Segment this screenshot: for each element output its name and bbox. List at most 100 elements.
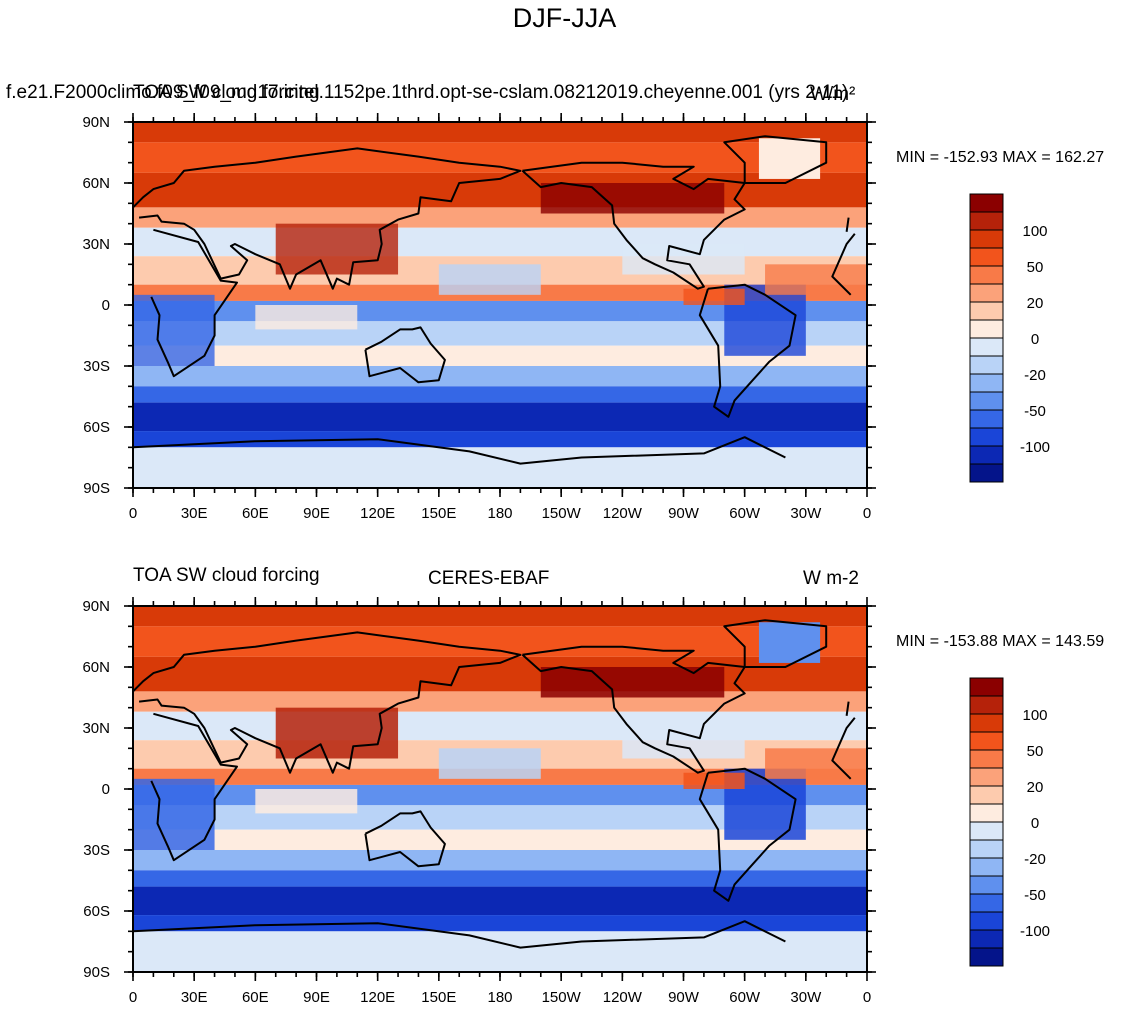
- coastline: [521, 645, 746, 774]
- colorbar-label: -50: [1024, 403, 1046, 420]
- colorbar-swatch: [969, 319, 1004, 339]
- colorbar-label: 20: [1027, 295, 1044, 312]
- colorbar-swatch: [969, 803, 1004, 823]
- y-tick-label: 90S: [83, 964, 110, 981]
- field-band: [133, 386, 867, 403]
- x-tick-label: 180: [487, 989, 512, 1006]
- y-tick-label: 60S: [83, 419, 110, 436]
- field-patch: [275, 707, 399, 759]
- coastline: [132, 147, 850, 290]
- panel-model-variable-title: TOA SW cloud forcing: [133, 82, 320, 103]
- field-band: [133, 691, 867, 712]
- colorbar-label: 0: [1031, 815, 1039, 832]
- colorbar-swatch: [969, 265, 1004, 285]
- x-tick-label: 0: [129, 505, 137, 522]
- colorbar-label: -20: [1024, 851, 1046, 868]
- colorbar-swatch: [969, 337, 1004, 357]
- x-tick-label: 90W: [668, 505, 700, 522]
- tick-group: [124, 597, 876, 981]
- coastline: [364, 326, 446, 384]
- colorbar-swatch: [969, 391, 1004, 411]
- panel-model-units: W/m²: [810, 84, 856, 105]
- x-tick-label: 150W: [542, 989, 582, 1006]
- field-band: [133, 626, 867, 657]
- field-patch: [255, 789, 358, 814]
- colorbar-label: 100: [1022, 707, 1047, 724]
- field-patch: [683, 288, 745, 305]
- colorbar-swatch: [969, 893, 1004, 913]
- panel-obs-units: W m-2: [803, 568, 859, 589]
- x-tick-label: 60E: [242, 989, 269, 1006]
- x-tick-label: 30W: [790, 989, 822, 1006]
- field-band: [133, 402, 867, 432]
- field-band: [133, 931, 867, 972]
- figure-title: DJF-JJA: [512, 3, 617, 33]
- coastline: [150, 712, 856, 862]
- y-tick-label: 30S: [83, 358, 110, 375]
- y-tick-label: 30N: [82, 236, 110, 253]
- colorbar-swatch: [969, 193, 1004, 213]
- colorbar-swatch: [969, 211, 1004, 231]
- x-tick-label: 120E: [360, 505, 395, 522]
- colorbar-swatch: [969, 229, 1004, 249]
- coastlines: [132, 619, 856, 949]
- colorbar-swatch: [969, 767, 1004, 787]
- colorbar-swatch: [969, 929, 1004, 949]
- colorbar-swatch: [969, 427, 1004, 447]
- x-tick-label: 90E: [303, 989, 330, 1006]
- field-band: [133, 915, 867, 932]
- panel-model-case-title: f.e21.F2000climo.f09_f09_mg17.intel.1152…: [6, 82, 849, 103]
- y-tick-label: 60S: [83, 903, 110, 920]
- field-band: [133, 886, 867, 916]
- field-band: [133, 345, 867, 366]
- panel-obs-min-max: MIN = -153.88 MAX = 143.59: [896, 633, 1105, 650]
- x-tick-label: 30W: [790, 505, 822, 522]
- panel-model-min-max: MIN = -152.93 MAX = 162.27: [896, 149, 1105, 166]
- field-patch: [683, 772, 745, 789]
- coastline: [723, 619, 828, 668]
- colorbar-swatch: [969, 373, 1004, 393]
- colorbar-swatch: [969, 463, 1004, 483]
- coastlines: [132, 135, 856, 465]
- field-patch: [133, 294, 215, 366]
- panel-obs-dataset-title: CERES-EBAF: [428, 568, 550, 589]
- field-patch: [622, 244, 745, 275]
- field-band: [133, 447, 867, 488]
- x-tick-label: 120E: [360, 989, 395, 1006]
- field-band: [133, 711, 867, 741]
- colorbar-label: 20: [1027, 779, 1044, 796]
- field-patch: [765, 264, 867, 295]
- colorbar-swatch: [969, 821, 1004, 841]
- colorbar-swatch: [969, 445, 1004, 465]
- colorbar-swatch: [969, 857, 1004, 877]
- x-tick-label: 30E: [181, 505, 208, 522]
- field-band: [133, 850, 867, 871]
- coastline: [698, 283, 797, 418]
- x-tick-label: 60E: [242, 505, 269, 522]
- x-tick-label: 60W: [729, 505, 761, 522]
- colorbar: 100 50 20 0 -20 -50 -100: [969, 193, 1050, 483]
- field-band: [133, 227, 867, 257]
- field-band: [133, 829, 867, 850]
- x-tick-label: 150E: [421, 989, 456, 1006]
- field-band: [133, 431, 867, 448]
- coastline: [698, 767, 797, 902]
- colorbar-swatch: [969, 355, 1004, 375]
- field-patch: [133, 778, 215, 850]
- x-tick-label: 120W: [603, 505, 643, 522]
- x-tick-label: 0: [863, 989, 871, 1006]
- field-patch: [758, 622, 821, 663]
- colorbar-swatch: [969, 283, 1004, 303]
- y-tick-label: 0: [102, 781, 110, 798]
- x-tick-label: 30E: [181, 989, 208, 1006]
- field-band: [133, 606, 867, 627]
- x-tick-label: 90E: [303, 505, 330, 522]
- colorbar-label: -50: [1024, 887, 1046, 904]
- field-patch: [275, 223, 399, 275]
- panel-obs-map: 0 30E 60E 90E 120E 150E 180 150W 120W 90W 60W 30W 0 9…: [82, 597, 1050, 1006]
- field-band: [133, 870, 867, 887]
- field-band: [133, 207, 867, 228]
- coastline: [723, 135, 828, 184]
- colorbar-swatch: [969, 731, 1004, 751]
- colorbar-swatch: [969, 713, 1004, 733]
